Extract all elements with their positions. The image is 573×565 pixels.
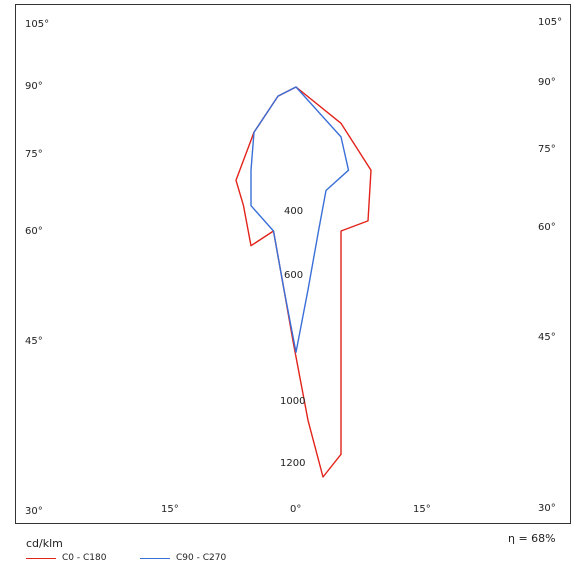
legend-swatch-blue (140, 557, 170, 559)
legend-swatch-red (26, 557, 56, 559)
series-curve-1 (250, 86, 350, 353)
right-angle-label: 90° (538, 77, 556, 88)
bottom-angle-label: 0° (290, 504, 302, 515)
bottom-angle-label: 15° (413, 504, 431, 515)
legend-item-c0-c180: C0 - C180 (26, 553, 106, 565)
legend-label: C90 - C270 (176, 553, 227, 563)
left-angle-label: 45° (25, 336, 43, 347)
intensity-label: 1200 (280, 458, 306, 469)
efficiency-label: η = 68% (508, 532, 556, 545)
right-angle-label: 45° (538, 332, 556, 343)
intensity-label: 1000 (280, 396, 306, 407)
intensity-label: 400 (284, 206, 304, 217)
luminous-intensity-plot (235, 86, 372, 478)
right-angle-label: 30° (538, 503, 556, 514)
right-angle-label: 105° (538, 17, 563, 28)
right-angle-label: 75° (538, 144, 556, 155)
left-angle-label: 105° (25, 19, 50, 30)
intensity-label: 600 (284, 270, 304, 281)
unit-label: cd/klm (26, 537, 63, 550)
bottom-angle-label: 15° (161, 504, 179, 515)
series-curve-0 (235, 86, 372, 478)
polar-chart-frame: 105° 90° 75° 60° 45° 30° 105° 90° 75° 60… (15, 4, 571, 524)
left-angle-label: 30° (25, 506, 43, 517)
legend-item-c90-c270: C90 - C270 (140, 553, 226, 565)
left-angle-label: 90° (25, 81, 43, 92)
left-angle-label: 75° (25, 149, 43, 160)
left-angle-label: 60° (25, 226, 43, 237)
legend-label: C0 - C180 (62, 553, 107, 563)
right-angle-label: 60° (538, 222, 556, 233)
